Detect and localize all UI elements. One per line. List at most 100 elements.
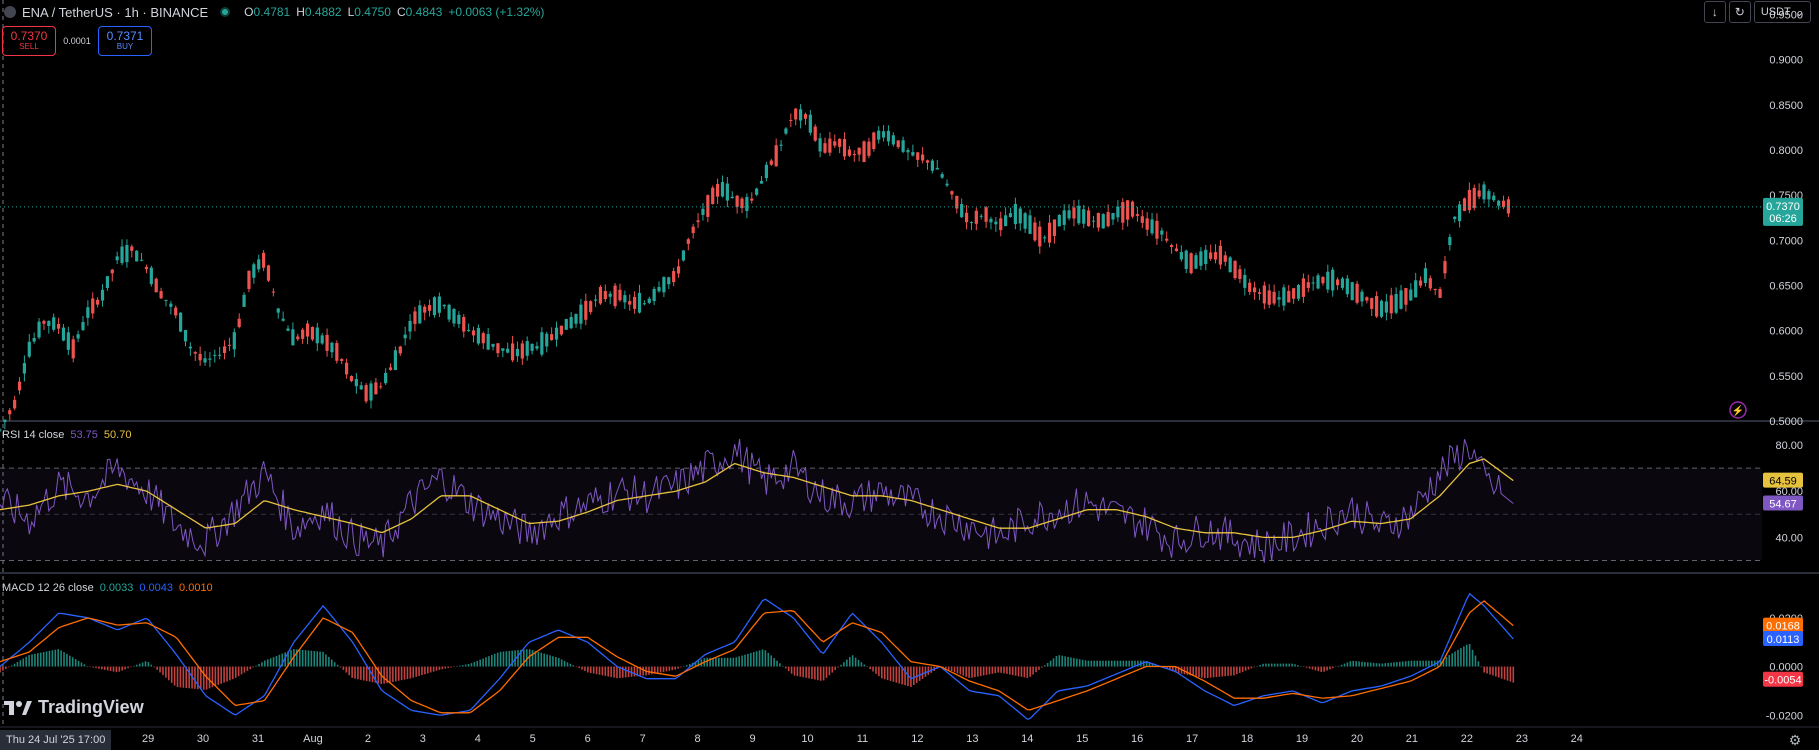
candle-body bbox=[1008, 213, 1013, 218]
macd-histogram-bar bbox=[578, 666, 580, 669]
macd-histogram-bar bbox=[712, 657, 714, 667]
macd-histogram-bar bbox=[633, 666, 636, 677]
macd-histogram-bar bbox=[531, 650, 534, 667]
macd-histogram-bar bbox=[846, 659, 848, 667]
macd-histogram-bar bbox=[1317, 666, 1320, 672]
candle-body bbox=[716, 184, 720, 197]
candle-body bbox=[598, 287, 603, 304]
currency-select[interactable]: USDT ⌄ bbox=[1753, 1, 1811, 23]
candle-body bbox=[340, 359, 344, 361]
macd-histogram-bar bbox=[162, 666, 164, 676]
candle-body bbox=[701, 208, 705, 215]
macd-histogram-bar bbox=[1075, 658, 1078, 667]
macd-histogram-bar bbox=[1212, 666, 1215, 678]
candle-body bbox=[1130, 201, 1135, 217]
macd-histogram-bar bbox=[488, 656, 490, 667]
candle-body bbox=[1296, 284, 1301, 299]
macd-histogram-bar bbox=[587, 666, 589, 673]
macd-histogram-bar bbox=[863, 664, 866, 667]
candle-body bbox=[1248, 282, 1252, 292]
candle-body bbox=[427, 305, 432, 311]
macd-histogram-bar bbox=[1436, 660, 1439, 667]
symbol-title[interactable]: ENA / TetherUS · 1h · BINANCE bbox=[22, 4, 209, 20]
candle-body bbox=[364, 385, 368, 402]
candle-body bbox=[647, 298, 651, 303]
macd-histogram-bar bbox=[572, 665, 575, 667]
candle-body bbox=[535, 346, 539, 349]
macd-histogram-bar bbox=[520, 649, 522, 667]
refresh-icon[interactable]: ↻ bbox=[1728, 1, 1751, 23]
candle-body bbox=[842, 139, 847, 157]
candle-body bbox=[1043, 237, 1047, 239]
macd-histogram-bar bbox=[211, 666, 214, 688]
candle-body bbox=[1174, 248, 1179, 252]
candle-body bbox=[413, 311, 417, 324]
price-axis-tick: 0.5000 bbox=[1769, 416, 1803, 428]
candle-body bbox=[1116, 206, 1120, 218]
macd-histogram-bar bbox=[499, 651, 502, 667]
candle-body bbox=[613, 285, 617, 307]
candle-body bbox=[301, 329, 305, 339]
ohlc-value: 0.4781 bbox=[253, 5, 291, 19]
price-axis-tick: 0.6500 bbox=[1769, 280, 1803, 292]
macd-histogram-bar bbox=[1145, 660, 1148, 667]
macd-histogram-bar bbox=[1105, 660, 1107, 667]
macd-histogram-bar bbox=[229, 666, 231, 681]
symbol-icon bbox=[4, 6, 16, 18]
macd-histogram-bar bbox=[200, 666, 202, 690]
macd-histogram-bar bbox=[581, 666, 583, 670]
candle-body bbox=[1418, 280, 1423, 286]
macd-histogram-bar bbox=[1262, 663, 1264, 667]
download-icon[interactable]: ↓ bbox=[1703, 1, 1726, 23]
sell-price: 0.7370 bbox=[10, 29, 48, 43]
price-axis-tick: 0.9000 bbox=[1769, 55, 1803, 67]
macd-histogram-bar bbox=[720, 657, 723, 667]
tradingview-logo[interactable]: TradingView bbox=[4, 697, 144, 718]
macd-histogram-bar bbox=[310, 650, 313, 667]
candle-body bbox=[61, 327, 66, 341]
macd-histogram-bar bbox=[1256, 666, 1259, 667]
candle-body bbox=[1497, 200, 1501, 206]
candle-body bbox=[1462, 198, 1467, 211]
candle-body bbox=[281, 318, 285, 321]
candle-body bbox=[652, 288, 656, 302]
macd-histogram-bar bbox=[1326, 666, 1328, 671]
macd-histogram-bar bbox=[1206, 666, 1209, 678]
macd-histogram-bar bbox=[985, 666, 988, 675]
macd-histogram-bar bbox=[493, 653, 496, 667]
time-axis-tick: 12 bbox=[911, 733, 923, 745]
macd-histogram-bar bbox=[671, 666, 674, 671]
macd-histogram-bar bbox=[505, 651, 508, 667]
macd-histogram-bar bbox=[630, 666, 633, 677]
candle-body bbox=[1375, 296, 1379, 317]
candle-body bbox=[1062, 210, 1066, 225]
macd-histogram-bar bbox=[560, 659, 563, 667]
macd-histogram-bar bbox=[173, 666, 176, 686]
macd-histogram-bar bbox=[1049, 660, 1052, 667]
macd-histogram-bar bbox=[19, 660, 22, 667]
macd-histogram-bar bbox=[1029, 666, 1032, 677]
candle-body bbox=[174, 307, 178, 316]
macd-histogram-bar bbox=[750, 652, 752, 667]
macd-histogram-bar bbox=[840, 664, 842, 667]
macd-histogram-bar bbox=[124, 666, 126, 670]
rsi-value: 53.75 bbox=[70, 429, 98, 441]
candle-body bbox=[789, 119, 793, 121]
macd-histogram-bar bbox=[1189, 666, 1192, 676]
macd-histogram-bar bbox=[258, 663, 260, 667]
macd-histogram-bar bbox=[1023, 666, 1026, 678]
buy-button[interactable]: 0.7371 BUY bbox=[98, 26, 152, 56]
candle-body bbox=[589, 301, 593, 313]
ohlc-value: 0.4750 bbox=[354, 5, 391, 19]
candle-body bbox=[755, 188, 759, 195]
macd-histogram-bar bbox=[1151, 663, 1154, 667]
gear-icon[interactable]: ⚙ bbox=[1788, 732, 1802, 748]
macd-histogram-bar bbox=[287, 651, 289, 667]
macd-histogram-bar bbox=[1489, 666, 1491, 675]
candle-body bbox=[823, 143, 827, 153]
macd-histogram-bar bbox=[857, 659, 860, 667]
macd-histogram-bar bbox=[1244, 666, 1247, 671]
candle-body bbox=[222, 346, 227, 353]
sell-button[interactable]: 0.7370 SELL bbox=[2, 26, 56, 56]
